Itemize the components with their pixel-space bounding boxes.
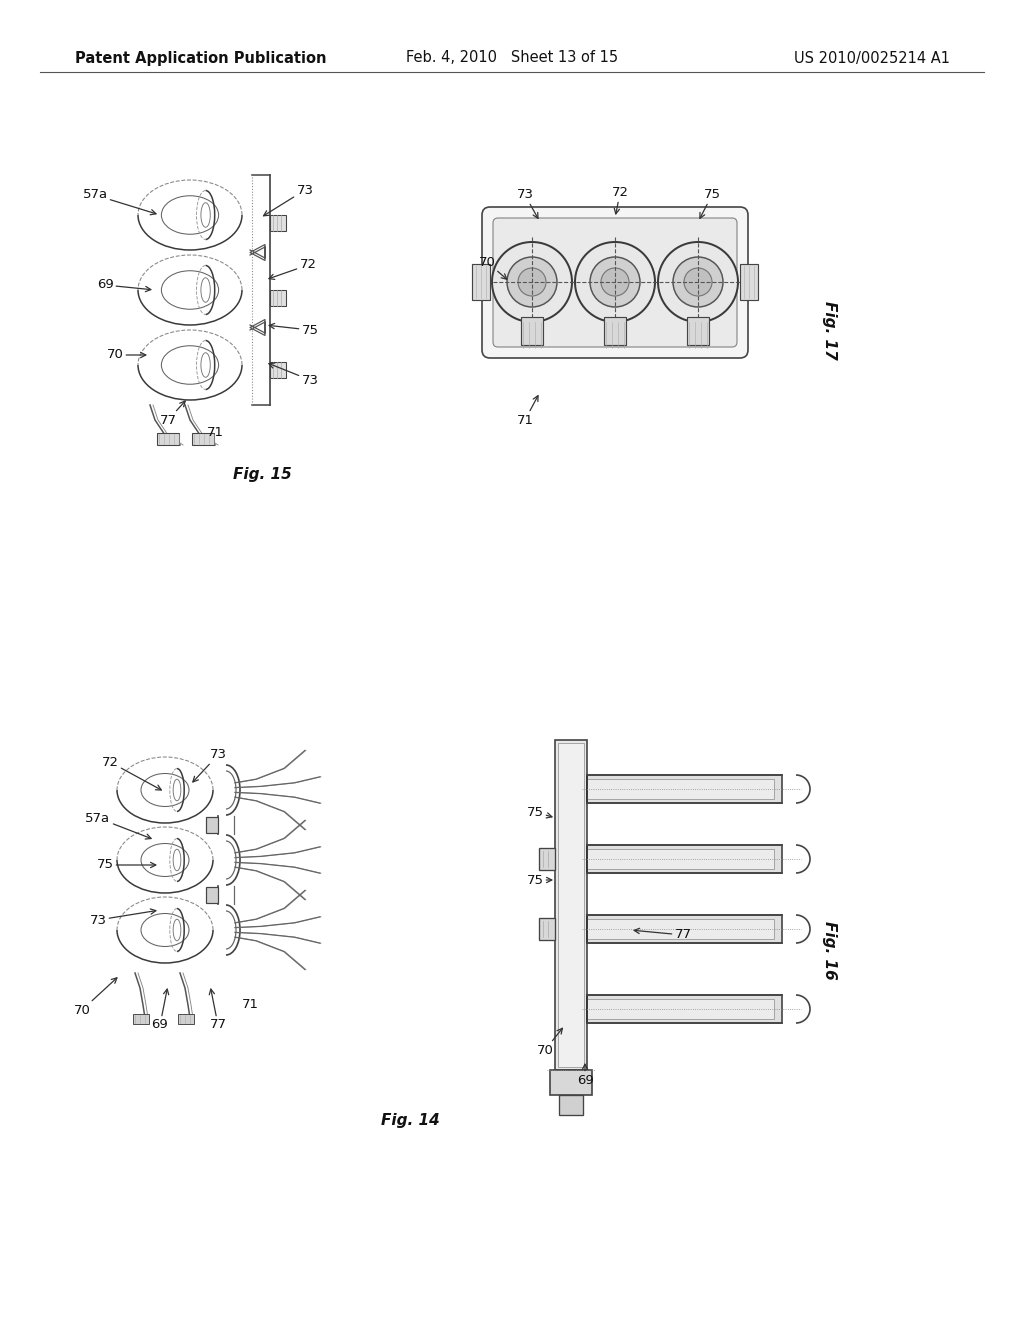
Text: 71: 71	[516, 396, 538, 426]
Bar	[587, 999, 774, 1019]
Circle shape	[673, 257, 723, 308]
Bar	[558, 743, 584, 1067]
Text: Patent Application Publication: Patent Application Publication	[75, 50, 327, 66]
Text: Fig. 16: Fig. 16	[822, 920, 838, 979]
Bar	[555, 741, 587, 1071]
Text: 57a: 57a	[85, 812, 152, 840]
Text: Feb. 4, 2010   Sheet 13 of 15: Feb. 4, 2010 Sheet 13 of 15	[406, 50, 618, 66]
Bar	[133, 1014, 150, 1024]
Text: 70: 70	[478, 256, 507, 280]
Text: 70: 70	[74, 978, 117, 1016]
Text: US 2010/0025214 A1: US 2010/0025214 A1	[794, 50, 950, 66]
Text: 77: 77	[209, 989, 226, 1031]
Text: Fig. 17: Fig. 17	[822, 301, 838, 359]
Bar	[270, 290, 286, 306]
Circle shape	[518, 268, 546, 296]
Text: 75: 75	[526, 805, 552, 818]
Bar	[587, 995, 782, 1023]
Text: 72: 72	[269, 259, 316, 280]
Text: 70: 70	[537, 1028, 562, 1056]
Circle shape	[601, 268, 629, 296]
Bar	[550, 1071, 592, 1096]
Text: 57a: 57a	[83, 189, 156, 215]
Text: 73: 73	[89, 909, 156, 927]
Circle shape	[492, 242, 572, 322]
Bar	[587, 915, 782, 942]
Circle shape	[575, 242, 655, 322]
Bar	[587, 845, 782, 873]
Text: 72: 72	[101, 755, 162, 789]
Bar	[206, 887, 218, 903]
Text: 73: 73	[263, 183, 313, 215]
Bar	[604, 317, 626, 345]
Text: 73: 73	[269, 363, 318, 387]
Bar	[587, 779, 774, 799]
Bar	[587, 775, 782, 803]
Text: 70: 70	[106, 348, 145, 362]
Text: 72: 72	[611, 186, 629, 214]
Text: 75: 75	[700, 189, 721, 218]
Text: 73: 73	[193, 748, 226, 781]
Bar	[472, 264, 490, 300]
Bar	[178, 1014, 194, 1024]
Bar	[270, 362, 286, 378]
Bar	[587, 919, 774, 939]
Text: 77: 77	[160, 401, 185, 426]
Bar	[740, 264, 758, 300]
Bar	[270, 215, 286, 231]
Text: Fig. 15: Fig. 15	[232, 467, 292, 483]
Text: 69: 69	[577, 1064, 593, 1086]
Bar	[539, 917, 555, 940]
Text: 77: 77	[634, 928, 691, 941]
FancyBboxPatch shape	[482, 207, 748, 358]
Text: Fig. 14: Fig. 14	[381, 1113, 439, 1127]
Bar	[206, 817, 218, 833]
Text: 71: 71	[207, 425, 223, 438]
Text: 69: 69	[96, 279, 151, 292]
Text: 75: 75	[96, 858, 156, 871]
Circle shape	[507, 257, 557, 308]
Bar	[559, 1096, 583, 1115]
Text: 69: 69	[152, 989, 169, 1031]
Bar	[687, 317, 709, 345]
Bar	[587, 849, 774, 869]
Bar	[539, 847, 555, 870]
Circle shape	[590, 257, 640, 308]
Text: 71: 71	[242, 998, 258, 1011]
Text: 75: 75	[526, 874, 552, 887]
Bar	[193, 433, 214, 445]
Bar	[521, 317, 543, 345]
Circle shape	[658, 242, 738, 322]
Text: 75: 75	[269, 323, 318, 337]
FancyBboxPatch shape	[493, 218, 737, 347]
Circle shape	[684, 268, 712, 296]
Bar	[157, 433, 179, 445]
Text: 73: 73	[516, 189, 538, 218]
